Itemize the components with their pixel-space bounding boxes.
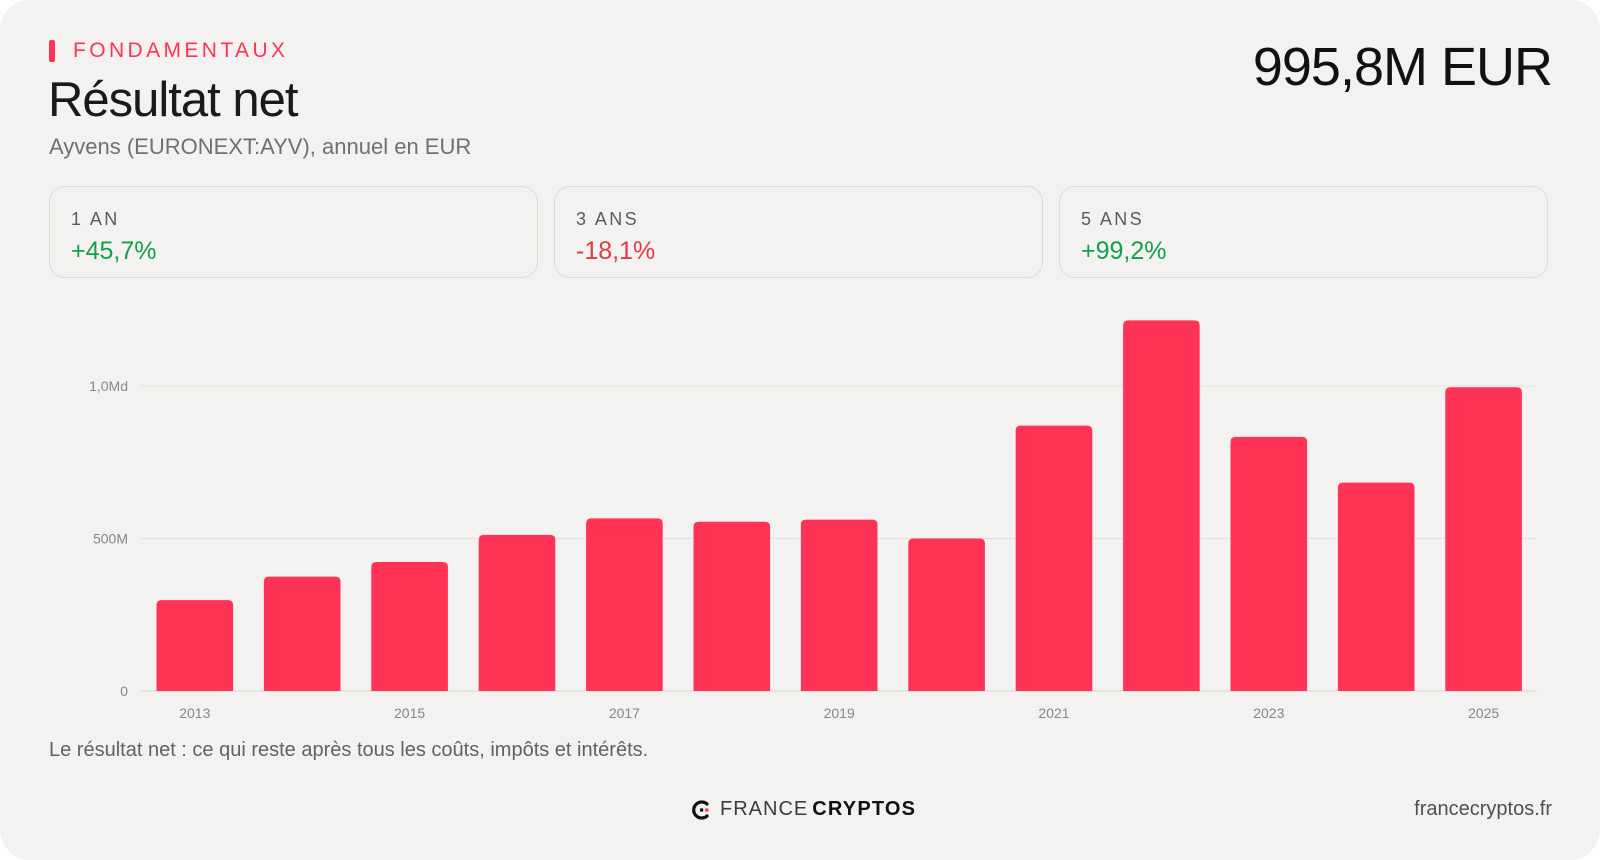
brand-name-bold: CRYPTOS <box>812 798 917 820</box>
stat-card-1-an: 1 AN +45,7% <box>49 186 538 278</box>
brand-logo: FRANCE CRYPTOS <box>692 798 916 821</box>
x-tick-label: 2015 <box>394 705 425 721</box>
y-tick-label: 1,0Md <box>89 378 128 394</box>
x-tick-label: 2025 <box>1468 705 1499 721</box>
page-subtitle: Ayvens (EURONEXT:AYV), annuel en EUR <box>49 134 472 159</box>
bar-2020 <box>908 538 985 691</box>
section-eyebrow: FONDAMENTAUX <box>49 40 288 62</box>
bar-2013 <box>156 600 234 691</box>
bar-2015 <box>371 561 448 691</box>
x-tick-label: 2021 <box>1038 705 1069 721</box>
bar-2016 <box>478 534 556 691</box>
x-tick-label: 2023 <box>1253 705 1284 721</box>
stat-value: -18,1% <box>576 237 656 265</box>
y-tick-label: 500M <box>93 531 128 547</box>
headline-value: 995,8M EUR <box>1252 37 1553 97</box>
bar-2019 <box>800 519 878 691</box>
bar-2018 <box>693 521 771 691</box>
x-tick-label: 2013 <box>179 705 210 721</box>
bar-2025 <box>1445 387 1522 691</box>
x-tick-label: 2019 <box>824 705 855 721</box>
stat-card-5-ans: 5 ANS +99,2% <box>1059 186 1548 278</box>
stat-label: 3 ANS <box>576 209 640 229</box>
eyebrow-label: FONDAMENTAUX <box>73 39 289 62</box>
bar-2017 <box>586 518 663 691</box>
stat-card-3-ans: 3 ANS -18,1% <box>554 186 1043 278</box>
france-cryptos-logo-icon <box>692 799 709 820</box>
stat-label: 5 ANS <box>1081 209 1145 229</box>
site-url[interactable]: francecryptos.fr <box>1414 798 1552 820</box>
y-tick-label: 0 <box>120 683 128 699</box>
x-tick-label: 2017 <box>609 705 640 721</box>
stat-value: +45,7% <box>71 237 157 265</box>
bar-chart: 0 500M 1,0Md 2013 2015 2017 2019 2021 2023 2025 <box>89 320 1537 721</box>
brand-name-light: FRANCE <box>720 798 809 820</box>
bar-2014 <box>263 576 341 691</box>
eyebrow-accent-bar <box>49 40 55 62</box>
stat-label: 1 AN <box>71 209 120 229</box>
bar-2021 <box>1015 425 1093 691</box>
bar-2022 <box>1123 320 1200 691</box>
bar-2023 <box>1230 436 1308 691</box>
chart-caption: Le résultat net : ce qui reste après tou… <box>49 739 649 761</box>
page-title: Résultat net <box>48 73 298 127</box>
stat-value: +99,2% <box>1081 237 1167 265</box>
bar-2024 <box>1337 482 1415 691</box>
